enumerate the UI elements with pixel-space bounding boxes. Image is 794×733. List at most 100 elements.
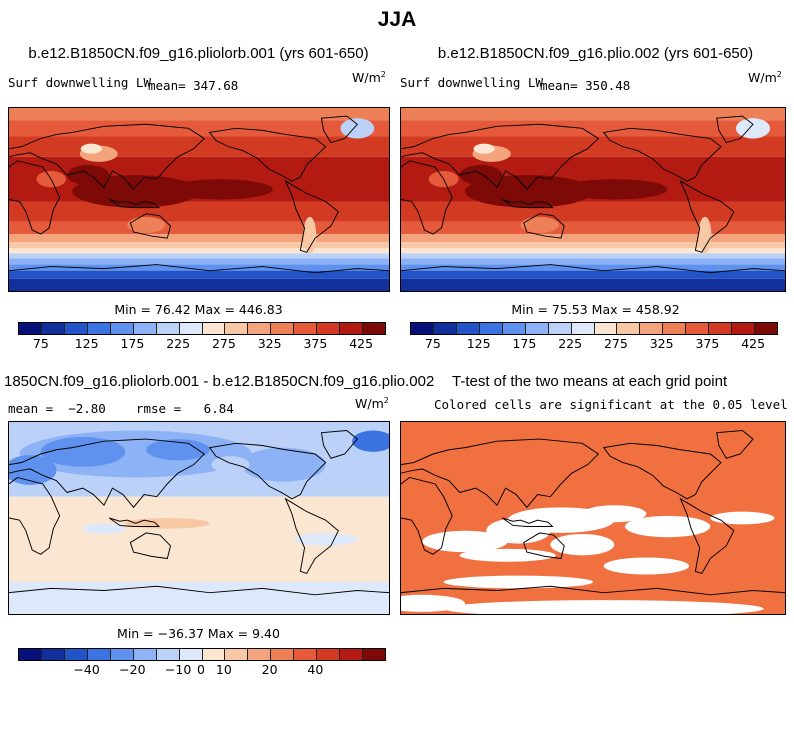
coastline <box>401 438 600 509</box>
field-band <box>401 278 785 291</box>
field-region <box>459 548 556 562</box>
field-region <box>125 518 210 529</box>
colorbar-tick-label: 325 <box>257 336 282 351</box>
field-region <box>550 534 615 556</box>
field-region <box>443 600 764 614</box>
panel3-map <box>8 421 390 615</box>
colorbar-swatch <box>411 323 434 334</box>
field-region <box>735 118 771 139</box>
colorbar-tick-label: 175 <box>120 336 145 351</box>
coastline <box>716 430 754 459</box>
colorbar-tick-label: 375 <box>695 336 720 351</box>
field-band <box>401 248 785 254</box>
colorbar-swatch <box>271 649 295 660</box>
field-region <box>146 439 210 461</box>
coastline <box>401 585 785 596</box>
panel4-title: T-test of the two means at each grid poi… <box>452 373 728 390</box>
coastline <box>523 213 565 239</box>
map-canvas <box>9 422 389 614</box>
panel3-colorbar <box>18 648 386 661</box>
field-region <box>80 143 102 154</box>
field-region <box>698 216 712 254</box>
colorbar-swatch <box>133 649 157 660</box>
panel1-colorbar <box>18 322 386 335</box>
colorbar-swatch <box>663 323 687 334</box>
coastline <box>208 442 327 500</box>
field-region <box>211 456 250 474</box>
figure-title: JJA <box>377 8 417 31</box>
colorbar-swatch <box>755 323 777 334</box>
field-band <box>401 264 785 271</box>
field-region <box>40 436 126 467</box>
colorbar-swatch <box>363 323 385 334</box>
colorbar-swatch <box>456 323 480 334</box>
coastline <box>9 264 389 274</box>
colorbar-swatch <box>271 323 295 334</box>
coastline <box>9 160 61 235</box>
coastline <box>401 264 785 274</box>
panel3-title: 1850CN.f09_g16.pliolorb.001 - b.e12.B185… <box>4 373 435 390</box>
field-band <box>9 108 389 121</box>
colorbar-tick-label: 175 <box>512 336 537 351</box>
coastline <box>401 476 453 555</box>
coastline <box>679 180 735 253</box>
colorbar-swatch <box>41 323 65 334</box>
coastline <box>502 199 554 209</box>
field-region <box>340 118 375 139</box>
coastline <box>401 160 453 235</box>
colorbar-swatch <box>548 323 572 334</box>
colorbar-swatch <box>294 323 318 334</box>
colorbar-swatch <box>525 323 549 334</box>
field-band <box>9 278 389 291</box>
colorbar-swatch <box>110 649 134 660</box>
colorbar-tick-label: 125 <box>74 336 99 351</box>
field-region <box>603 557 689 575</box>
field-band <box>401 270 785 279</box>
field-band <box>9 248 389 254</box>
field-band <box>9 234 389 243</box>
panel1-mean: mean= 347.68 <box>148 78 239 93</box>
coastline <box>9 123 206 191</box>
colorbar-swatch <box>248 323 272 334</box>
panel1-minmax: Min = 76.42 Max = 446.83 <box>114 302 283 317</box>
panel2-units: W/m2 <box>748 70 782 86</box>
field-band <box>9 264 389 271</box>
colorbar-swatch <box>709 323 733 334</box>
field-band <box>401 258 785 265</box>
coastline <box>129 213 172 239</box>
panel2-variable: Surf downwelling LW <box>400 75 543 90</box>
panel1-units: W/m2 <box>352 70 386 86</box>
field-band <box>401 234 785 243</box>
colorbar-swatch <box>179 323 203 334</box>
coastline <box>284 497 339 575</box>
field-region <box>241 447 326 482</box>
coastline <box>9 438 206 509</box>
colorbar-swatch <box>225 649 249 660</box>
coastline <box>401 123 600 191</box>
colorbar-swatch <box>363 649 385 660</box>
colorbar-tick-label: 20 <box>261 662 278 677</box>
coastline <box>320 115 359 144</box>
panel3-stats: mean = −2.80 rmse = 6.84 <box>8 401 234 416</box>
field-region <box>303 216 317 254</box>
coastline <box>129 532 172 560</box>
panel4-subtitle: Colored cells are significant at the 0.0… <box>434 397 788 412</box>
colorbar-tick-label: 425 <box>349 336 374 351</box>
colorbar-swatch <box>64 649 88 660</box>
colorbar-swatch <box>479 323 503 334</box>
colorbar-swatch <box>202 649 226 660</box>
field-region <box>294 532 358 546</box>
panel2-colorbar <box>410 322 778 335</box>
field-region <box>167 179 273 200</box>
colorbar-tick-label: 40 <box>307 662 324 677</box>
colorbar-tick-label: 275 <box>211 336 236 351</box>
colorbar-tick-label: 425 <box>741 336 766 351</box>
panel3-minmax: Min = −36.37 Max = 9.40 <box>117 626 280 641</box>
field-region <box>710 511 775 525</box>
colorbar-tick-label: 10 <box>215 662 232 677</box>
field-band <box>9 221 389 235</box>
colorbar-swatch <box>317 323 341 334</box>
coastline <box>716 115 754 144</box>
colorbar-tick-label: 275 <box>603 336 628 351</box>
field-band <box>9 136 389 157</box>
